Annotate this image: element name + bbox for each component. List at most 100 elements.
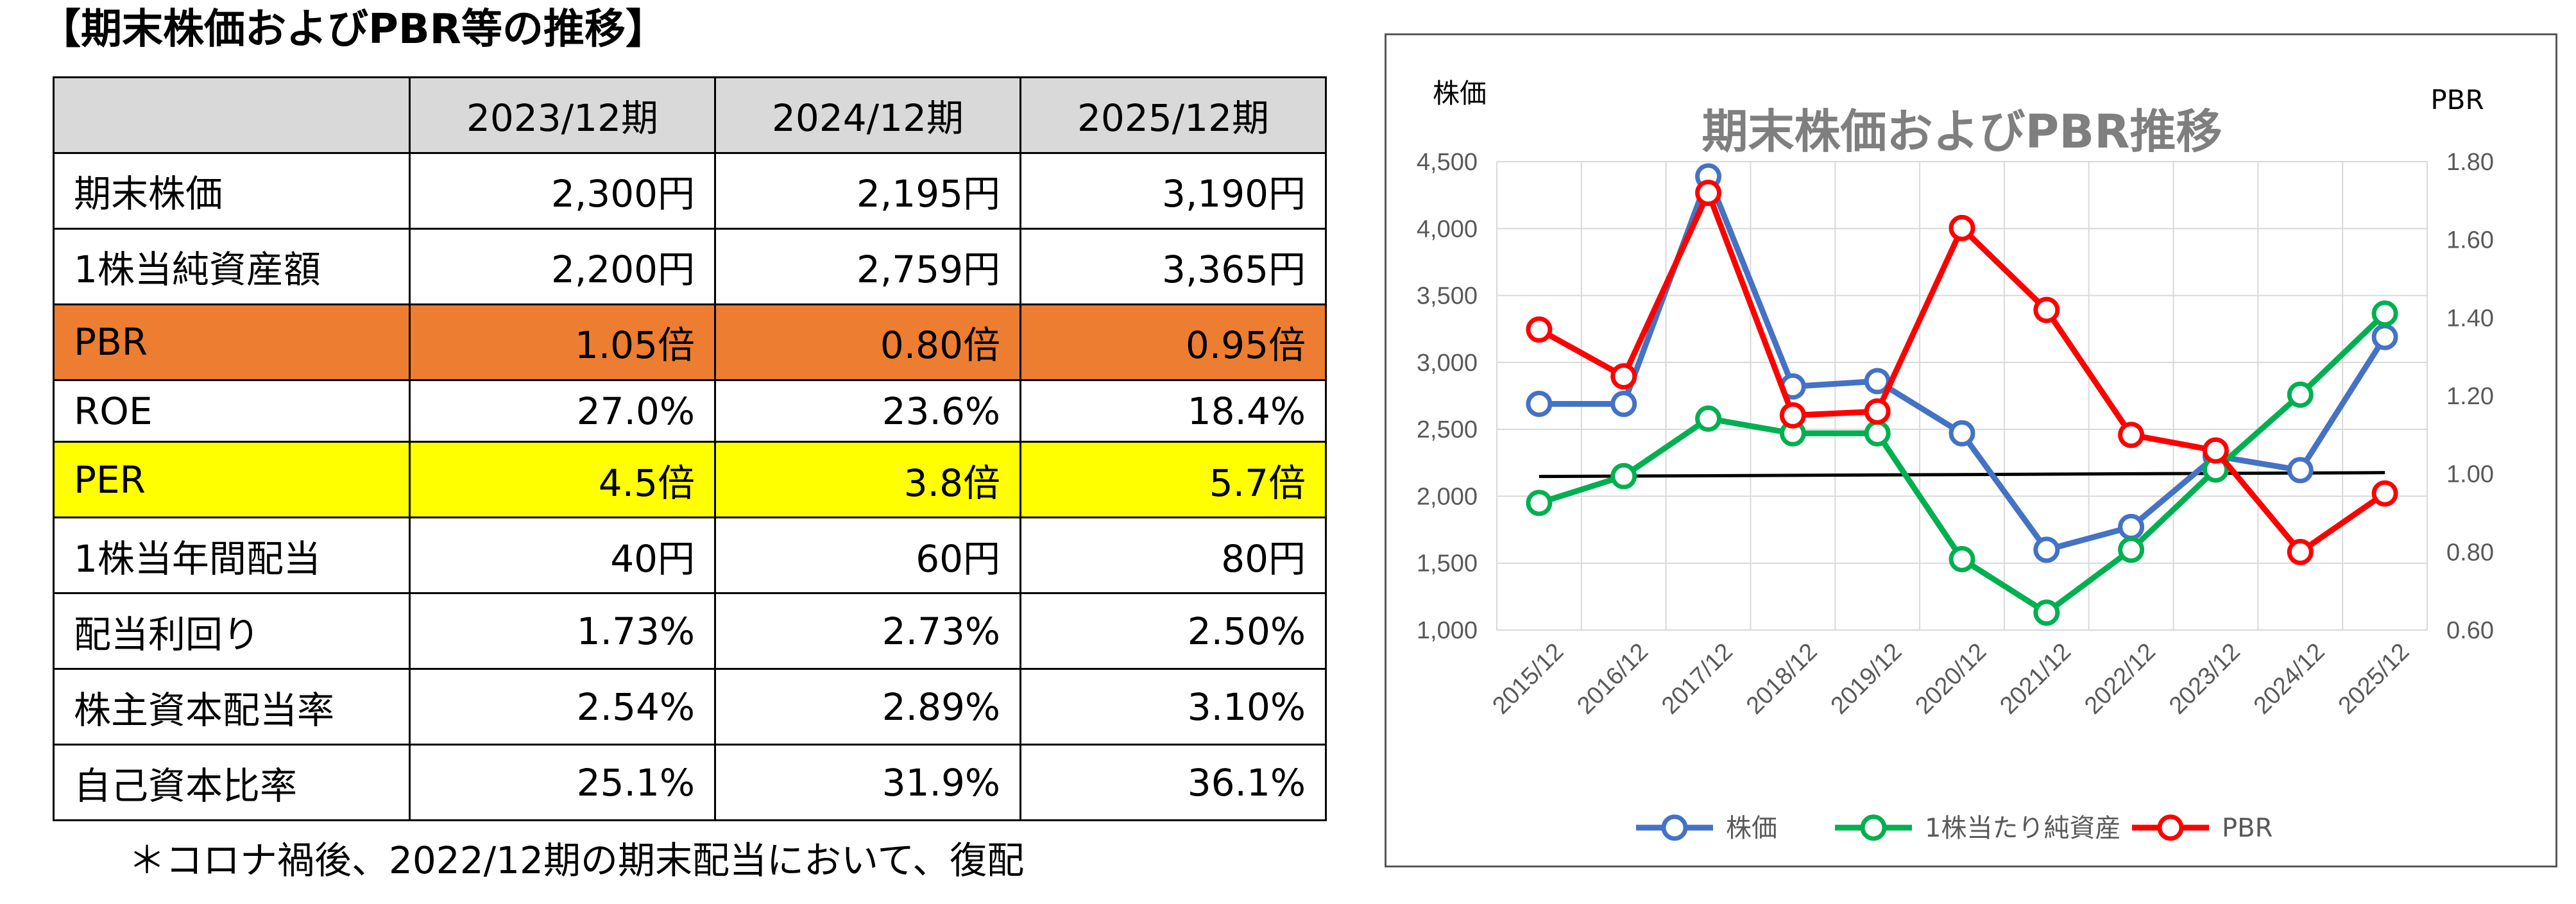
x-tick-label: 2019/12 [1826,638,1907,720]
table-row: PBR 1.05倍 0.80倍 0.95倍 [53,303,1327,381]
cell-value: 2.89% [714,668,1021,746]
y-left-tick-label: 4,500 [1417,149,1478,176]
column-header: 2024/12期 [714,76,1021,154]
data-point [2287,381,2314,408]
data-point [1864,420,1891,447]
data-point [1949,545,1975,572]
table-row: 自己資本比率 25.1% 31.9% 36.1% [53,744,1327,821]
header-blank-cell [53,76,411,154]
data-point [2371,323,2398,350]
legend-marker [2157,814,2184,841]
cell-value: 1.05倍 [409,303,716,381]
y-right-tick-label: 1.80 [2446,149,2494,176]
row-label: ROE [53,379,411,443]
cell-value: 31.9% [714,744,1021,821]
chart-title: 期末株価およびPBR推移 [1702,105,2222,158]
row-label: 株主資本配当率 [53,668,411,746]
cell-value: 2.54% [409,668,716,746]
table-row: 配当利回り 1.73% 2.73% 2.50% [53,592,1327,670]
data-point [2287,457,2314,484]
data-point [1526,490,1553,516]
footnote: ＊コロナ禍後、2022/12期の期末配当において、復配 [128,839,1025,882]
y-left-axis-title: 株価 [1433,78,1487,109]
cell-value: 1.73% [409,592,716,670]
data-point [1610,363,1637,390]
data-point [1949,420,1975,447]
table-header-row: 2023/12期 2024/12期 2025/12期 [53,76,1327,154]
cell-value: 18.4% [1019,379,1327,443]
chart-area: 1,000 1,500 2,000 2,500 3,000 3,500 4,000 4,500… [1385,33,2557,867]
legend-marker [1860,814,1887,841]
row-label: PBR [53,303,411,381]
cell-value: 80円 [1019,516,1327,595]
data-point [1526,316,1553,343]
cell-value: 3.8倍 [714,441,1021,519]
data-point [2033,296,2060,323]
y-right-axis-title: PBR [2430,84,2484,115]
row-label: 1株当年間配当 [53,516,411,595]
reference-line-pbr-1 [1539,471,2385,479]
data-point [1610,391,1637,418]
y-right-tick-label: 0.60 [2446,617,2494,644]
data-point [1949,214,1975,241]
row-label: 期末株価 [53,151,411,230]
cell-value: 27.0% [409,379,716,443]
y-left-tick-label: 2,000 [1417,483,1478,510]
data-point [2371,300,2398,327]
data-point [1610,463,1637,490]
legend-label: PBR [2222,814,2273,843]
x-tick-label: 2020/12 [1911,638,1992,720]
data-point [1779,402,1806,429]
y-left-tick-label: 1,500 [1417,550,1478,577]
data-point [1695,405,1722,432]
row-label: 自己資本比率 [53,744,411,821]
section-title: 【期末株価およびPBR等の推移】 [40,6,667,53]
data-point [1864,398,1891,425]
row-label: 配当利回り [53,592,411,670]
table-row: 期末株価 2,300円 2,195円 3,190円 [53,151,1327,230]
cell-value: 40円 [409,516,716,595]
row-label: 1株当純資産額 [53,227,411,305]
y-left-tick-label: 3,000 [1417,350,1478,377]
data-point [2033,599,2060,626]
cell-value: 25.1% [409,744,716,821]
table-row: 株主資本配当率 2.54% 2.89% 3.10% [53,668,1327,746]
x-tick-label: 2017/12 [1657,638,1738,720]
cell-value: 2,195円 [714,151,1021,230]
legend-label: 株価 [1726,814,1777,843]
y-left-tick-label: 1,000 [1417,617,1478,644]
cell-value: 0.95倍 [1019,303,1327,381]
y-right-tick-label: 0.80 [2446,539,2494,566]
data-point [2118,513,2145,540]
legend-label: 1株当たり純資産 [1925,814,2120,843]
cell-value: 2,300円 [409,151,716,230]
cell-value: 4.5倍 [409,441,716,519]
table-row: ROE 27.0% 23.6% 18.4% [53,379,1327,443]
data-point [2118,422,2145,448]
data-point [2287,538,2314,565]
y-left-tick-label: 3,500 [1417,283,1478,310]
y-right-tick-label: 1.60 [2446,227,2494,254]
x-tick-label: 2024/12 [2249,638,2330,720]
cell-value: 3,190円 [1019,151,1327,230]
y-left-tick-label: 4,000 [1417,216,1478,243]
y-right-tick-label: 1.20 [2446,383,2494,410]
data-point [2202,437,2229,464]
cell-value: 36.1% [1019,744,1327,821]
column-header: 2025/12期 [1019,76,1327,154]
table-row: 1株当純資産額 2,200円 2,759円 3,365円 [53,227,1327,305]
y-right-tick-label: 1.00 [2446,461,2494,488]
x-tick-label: 2022/12 [2079,638,2161,720]
cell-value: 3,365円 [1019,227,1327,305]
cell-value: 3.10% [1019,668,1327,746]
legend-marker [1661,814,1688,841]
x-tick-label: 2023/12 [2164,638,2246,720]
cell-value: 5.7倍 [1019,441,1327,519]
cell-value: 2.73% [714,592,1021,670]
cell-value: 2,200円 [409,227,716,305]
cell-value: 23.6% [714,379,1021,443]
metrics-table: 2023/12期 2024/12期 2025/12期 期末株価 2,300円 2,195円… [53,76,1327,821]
table-row: PER 4.5倍 3.8倍 5.7倍 [53,441,1327,519]
data-point [2033,536,2060,563]
data-point [2371,480,2398,507]
